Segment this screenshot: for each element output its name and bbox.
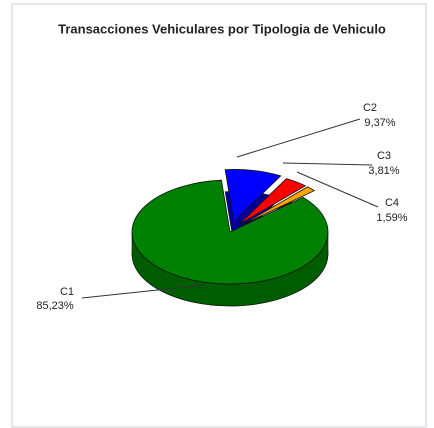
leader-line bbox=[282, 162, 373, 166]
chart-title: Transacciones Vehiculares por Tipologia … bbox=[58, 21, 386, 36]
pie-slice bbox=[224, 169, 282, 223]
slice-value-label: 85,23% bbox=[36, 300, 74, 312]
leader-line bbox=[296, 171, 379, 208]
slice-value-label: 3,81% bbox=[368, 165, 399, 177]
slice-value-label: 9,37% bbox=[364, 117, 395, 129]
slice-label: C3 bbox=[377, 150, 391, 162]
slice-value-label: 1,59% bbox=[376, 212, 407, 224]
leader-line bbox=[236, 118, 361, 158]
pie-slice bbox=[131, 179, 329, 285]
pie-slice bbox=[241, 186, 316, 226]
slice-label: C4 bbox=[385, 197, 399, 209]
leader-line bbox=[81, 284, 206, 299]
slice-label: C1 bbox=[60, 286, 74, 298]
pie-slice bbox=[239, 178, 307, 225]
slice-label: C2 bbox=[363, 102, 377, 114]
